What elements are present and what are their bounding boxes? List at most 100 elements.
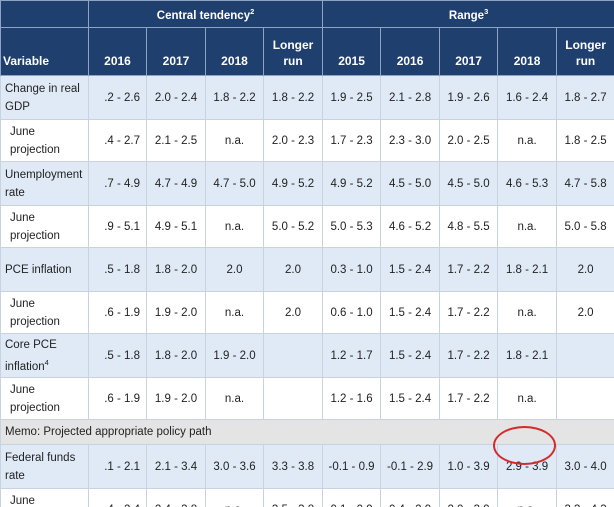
memo-row: Memo: Projected appropriate policy path xyxy=(0,419,614,445)
row-label: PCE inflation xyxy=(0,247,89,292)
value-cell: 1.9 - 2.0 xyxy=(205,333,264,378)
range-2016-header: 2016 xyxy=(380,27,441,76)
value-cell: 1.8 - 2.0 xyxy=(146,247,206,292)
value-cell: 1.5 - 2.4 xyxy=(380,247,441,292)
row-label: June projection xyxy=(0,377,89,420)
value-cell: -0.1 - 0.9 xyxy=(322,444,382,489)
value-cell: .1 - 2.1 xyxy=(88,444,147,489)
ct-longer-run-header: Longer run xyxy=(262,27,324,76)
table-body: Change in real GDP .2 - 2.6 2.0 - 2.4 1.8 -… xyxy=(0,75,614,507)
value-cell: 0.6 - 1.0 xyxy=(322,291,382,334)
range-longer-run-header: Longer run xyxy=(556,27,614,76)
row-label: Federal funds rate xyxy=(0,444,89,489)
value-cell: 2.9 - 3.9 xyxy=(497,444,558,489)
row-label: June projection xyxy=(0,205,89,248)
value-cell: n.a. xyxy=(497,377,558,420)
value-cell: 1.6 - 2.4 xyxy=(497,75,558,120)
value-cell: 4.7 - 5.8 xyxy=(556,161,614,206)
memo-label: Memo: Projected appropriate policy path xyxy=(0,419,614,445)
ct-2017-header: 2017 xyxy=(146,27,206,76)
value-cell: .4 - 2.4 xyxy=(88,488,147,507)
value-cell: 1.7 - 2.3 xyxy=(322,119,382,162)
range-2015-header: 2015 xyxy=(322,27,382,76)
value-cell: 4.7 - 4.9 xyxy=(146,161,206,206)
value-cell: 1.8 - 2.5 xyxy=(556,119,614,162)
variable-header: Variable xyxy=(0,27,89,76)
value-cell: 1.0 - 3.9 xyxy=(439,444,499,489)
ct-2016-header: 2016 xyxy=(88,27,147,76)
corner-cell xyxy=(0,0,89,28)
table-row: Unemployment rate .7 - 4.9 4.7 - 4.9 4.7 - … xyxy=(0,161,614,206)
table-row: Change in real GDP .2 - 2.6 2.0 - 2.4 1.8 -… xyxy=(0,75,614,120)
value-cell: 2.1 - 2.8 xyxy=(380,75,441,120)
value-cell: n.a. xyxy=(205,291,264,334)
value-cell: 1.8 - 2.7 xyxy=(556,75,614,120)
row-label: June projection xyxy=(0,488,89,507)
value-cell: -0.1 - 2.9 xyxy=(380,444,441,489)
value-cell: 1.5 - 2.4 xyxy=(380,333,441,378)
value-cell: 2.0 xyxy=(262,247,324,292)
value-cell: 2.0 xyxy=(262,291,324,334)
value-cell: n.a. xyxy=(205,205,264,248)
row-label: Unemployment rate xyxy=(0,161,89,206)
value-cell: n.a. xyxy=(497,291,558,334)
group-header-row: Central tendency2 Range3 xyxy=(0,0,614,28)
range-2018-header: 2018 xyxy=(497,27,558,76)
value-cell: 1.7 - 2.2 xyxy=(439,333,499,378)
value-cell: .9 - 5.1 xyxy=(88,205,147,248)
value-cell: 5.0 - 5.2 xyxy=(262,205,324,248)
value-cell: 1.2 - 1.7 xyxy=(322,333,382,378)
row-label: Core PCE inflation4 xyxy=(0,333,89,378)
value-cell: 1.8 - 2.1 xyxy=(497,333,558,378)
value-cell: 1.9 - 2.6 xyxy=(439,75,499,120)
value-cell: 3.3 - 4.3 xyxy=(556,488,614,507)
value-cell: 1.8 - 2.1 xyxy=(497,247,558,292)
value-cell: 2.1 - 2.5 xyxy=(146,119,206,162)
value-cell: 1.9 - 2.0 xyxy=(146,291,206,334)
value-cell: 1.8 - 2.2 xyxy=(205,75,264,120)
value-cell: 2.0 - 3.9 xyxy=(439,488,499,507)
value-cell: 1.9 - 2.5 xyxy=(322,75,382,120)
value-cell: .5 - 1.8 xyxy=(88,247,147,292)
value-cell: n.a. xyxy=(205,119,264,162)
table-row: June projection .4 - 2.7 2.1 - 2.5 n.a. 2.0 … xyxy=(0,119,614,162)
value-cell: 1.5 - 2.4 xyxy=(380,291,441,334)
value-cell: 1.7 - 2.2 xyxy=(439,377,499,420)
ct-2018-header: 2018 xyxy=(205,27,264,76)
value-cell: n.a. xyxy=(205,377,264,420)
value-cell: 1.8 - 2.2 xyxy=(262,75,324,120)
value-cell: 3.0 - 4.0 xyxy=(556,444,614,489)
table-row: June projection.4 - 2.42.4 - 3.8n.a.3.5 … xyxy=(0,488,614,507)
value-cell: 2.0 xyxy=(556,291,614,334)
table-row: Core PCE inflation4.5 - 1.8 1.8 - 2.0 1.9 … xyxy=(0,333,614,378)
value-cell: .5 - 1.8 xyxy=(88,333,147,378)
value-cell: 4.5 - 5.0 xyxy=(380,161,441,206)
value-cell: 3.0 - 3.6 xyxy=(205,444,264,489)
value-cell: 4.6 - 5.2 xyxy=(380,205,441,248)
value-cell: 4.6 - 5.3 xyxy=(497,161,558,206)
value-cell: 2.0 - 2.5 xyxy=(439,119,499,162)
range-header: Range3 xyxy=(322,0,614,28)
value-cell: n.a. xyxy=(497,119,558,162)
value-cell: 2.0 - 2.4 xyxy=(146,75,206,120)
value-cell: 1.8 - 2.0 xyxy=(146,333,206,378)
value-cell: .2 - 2.6 xyxy=(88,75,147,120)
value-cell: 1.7 - 2.2 xyxy=(439,247,499,292)
value-cell: n.a. xyxy=(205,488,264,507)
value-cell xyxy=(556,377,614,420)
value-cell: .6 - 1.9 xyxy=(88,377,147,420)
row-label: Change in real GDP xyxy=(0,75,89,120)
value-cell: 1.9 - 2.0 xyxy=(146,377,206,420)
value-cell: .7 - 4.9 xyxy=(88,161,147,206)
value-cell: 4.9 - 5.2 xyxy=(262,161,324,206)
value-cell: 2.0 xyxy=(205,247,264,292)
value-cell: 5.0 - 5.8 xyxy=(556,205,614,248)
table-row: June projection .6 - 1.9 1.9 - 2.0 n.a. 2.0 0… xyxy=(0,291,614,334)
value-cell: 2.0 - 2.3 xyxy=(262,119,324,162)
value-cell: 3.5 - 3.8 xyxy=(262,488,324,507)
value-cell: 4.8 - 5.5 xyxy=(439,205,499,248)
value-cell: 2.1 - 3.4 xyxy=(146,444,206,489)
value-cell: 0.1 - 0.9 xyxy=(322,488,382,507)
value-cell: n.a. xyxy=(497,488,558,507)
